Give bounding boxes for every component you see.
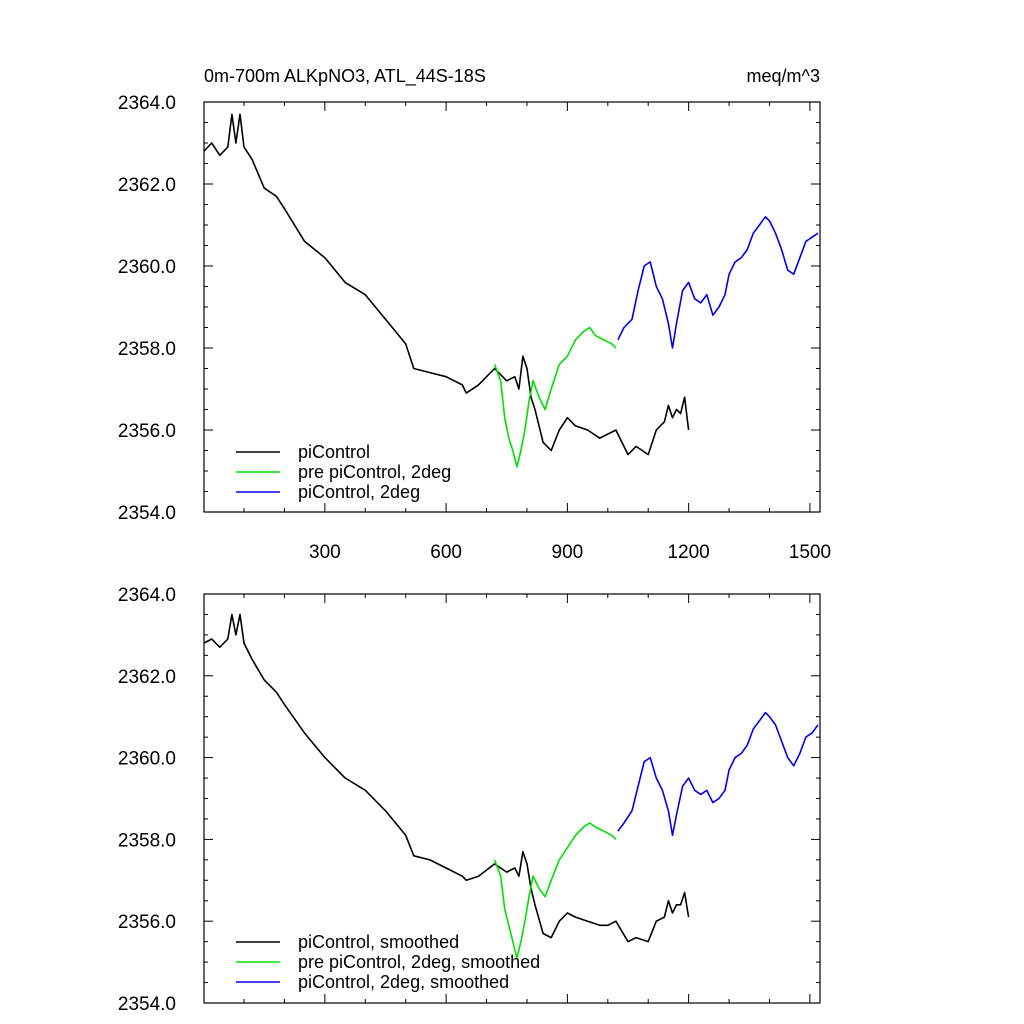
y-tick-label: 2362.0 xyxy=(118,667,176,688)
x-tick-label: 600 xyxy=(430,542,462,563)
top-panel: 0m-700m ALKpNO3, ATL_44S-18S meq/m^3 235… xyxy=(118,66,831,563)
legend-label: piControl xyxy=(298,442,370,462)
units-label: meq/m^3 xyxy=(747,66,820,86)
series-line-0 xyxy=(203,113,690,456)
chart-title: 0m-700m ALKpNO3, ATL_44S-18S xyxy=(204,66,486,87)
x-tick-label: 1200 xyxy=(667,542,709,563)
legend-label: pre piControl, 2deg, smoothed xyxy=(298,952,540,972)
y-tick-label: 2362.0 xyxy=(118,175,176,196)
series-line-2 xyxy=(617,711,819,837)
y-tick-label: 2358.0 xyxy=(118,830,176,851)
series-line-1 xyxy=(493,326,617,468)
legend-label: piControl, smoothed xyxy=(298,932,459,952)
y-tick-label: 2364.0 xyxy=(118,93,176,114)
legend-label: piControl, 2deg xyxy=(298,482,420,502)
x-tick-label: 1500 xyxy=(789,542,831,563)
y-tick-label: 2364.0 xyxy=(118,585,176,606)
series-line-0 xyxy=(203,613,690,943)
y-tick-label: 2358.0 xyxy=(118,339,176,360)
y-tick-label: 2356.0 xyxy=(118,421,176,442)
series-line-2 xyxy=(617,216,819,349)
y-tick-label: 2356.0 xyxy=(118,912,176,933)
legend-label: piControl, 2deg, smoothed xyxy=(298,972,509,992)
series-line-1 xyxy=(493,822,617,959)
y-tick-label: 2354.0 xyxy=(118,994,176,1015)
x-tick-label: 300 xyxy=(309,542,341,563)
y-tick-label: 2360.0 xyxy=(118,257,176,278)
x-tick-label: 900 xyxy=(552,542,584,563)
y-tick-label: 2354.0 xyxy=(118,503,176,524)
bottom-panel: 2354.0 2356.0 2358.0 2360.0 2362.0 2364.0 piCo… xyxy=(118,585,821,1015)
legend-label: pre piControl, 2deg xyxy=(298,462,451,482)
y-tick-label: 2360.0 xyxy=(118,749,176,770)
